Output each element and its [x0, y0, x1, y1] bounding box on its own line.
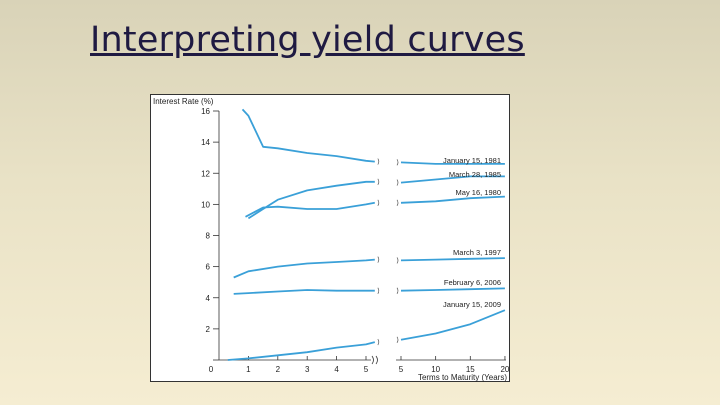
series-label: March 3, 1997	[453, 248, 501, 257]
series-break-mark	[377, 158, 380, 165]
series-label: January 15, 2009	[443, 300, 501, 309]
x-tick-label: 15	[466, 365, 475, 374]
series-break-mark	[377, 178, 380, 186]
yield-curve-chart: Interest Rate (%) Terms to Maturity (Yea…	[150, 94, 510, 382]
series-break-mark	[396, 199, 399, 207]
series-break-mark	[396, 257, 399, 264]
series-line-right-0	[400, 161, 505, 165]
x-tick-label-origin: 0	[209, 365, 214, 374]
series-break-mark	[377, 199, 380, 207]
y-tick-label: 8	[206, 232, 211, 241]
series-line-left-3	[233, 258, 375, 279]
y-tick-label: 16	[201, 107, 210, 116]
series-break-mark	[377, 287, 380, 294]
series-line-left-5	[227, 341, 376, 361]
series-break-mark	[396, 159, 399, 166]
series-break-mark	[396, 287, 399, 294]
x-axis-break-mark	[371, 355, 378, 365]
series-label: February 6, 2006	[444, 278, 501, 287]
x-tick-label: 4	[334, 365, 339, 374]
x-axis-title: Terms to Maturity (Years)	[418, 373, 507, 382]
series-break-mark	[377, 338, 380, 346]
x-tick-label: 5	[399, 365, 404, 374]
series-line-left-2	[245, 201, 375, 218]
series-line-left-0	[241, 108, 375, 163]
series-break-mark	[396, 179, 399, 186]
y-tick-label: 12	[201, 169, 210, 178]
y-tick-label: 14	[201, 138, 210, 147]
series-line-right-4	[400, 287, 505, 292]
series-label: January 15, 1981	[443, 156, 501, 165]
x-tick-label: 3	[305, 365, 310, 374]
y-tick-label: 2	[206, 325, 211, 334]
yield-curve-svg: Interest Rate (%) Terms to Maturity (Yea…	[153, 97, 510, 382]
series-lines	[227, 108, 506, 361]
x-tick-label: 10	[431, 365, 440, 374]
y-axis-title: Interest Rate (%)	[153, 97, 214, 106]
y-tick-label: 6	[206, 263, 211, 272]
series-line-right-2	[400, 195, 505, 204]
y-tick-label: 4	[206, 294, 211, 303]
series-line-right-3	[400, 257, 505, 262]
x-tick-label: 20	[500, 365, 509, 374]
x-tick-label: 1	[246, 365, 251, 374]
series-label: May 16, 1980	[456, 188, 501, 197]
series-line-right-5	[400, 309, 506, 341]
series-labels: January 15, 1981 March 28, 1985 May 16, 19…	[443, 156, 501, 309]
y-tick-label: 10	[201, 200, 210, 209]
x-tick-label: 5	[364, 365, 369, 374]
series-line-left-1	[247, 180, 375, 220]
series-break-mark	[396, 336, 399, 343]
series-label: March 28, 1985	[449, 170, 501, 179]
series-line-left-4	[233, 289, 375, 295]
x-tick-label: 2	[276, 365, 281, 374]
series-line-right-1	[400, 175, 505, 184]
slide-title: Interpreting yield curves	[90, 20, 525, 60]
series-break-mark	[377, 256, 380, 263]
